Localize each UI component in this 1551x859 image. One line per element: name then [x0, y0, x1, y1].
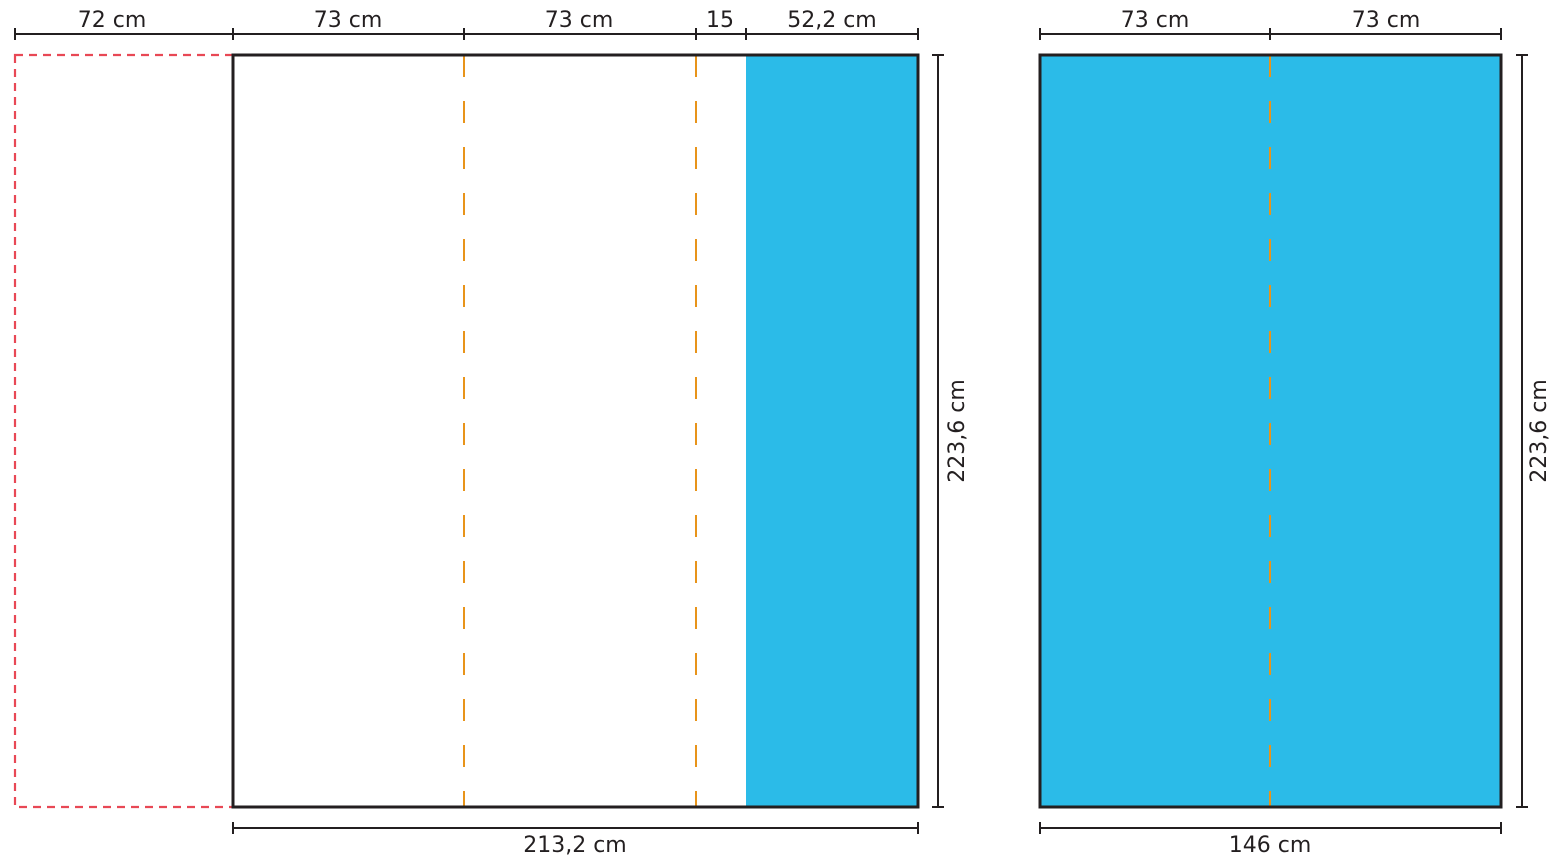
right-panel-frame — [1038, 53, 1503, 809]
dim-label-height-right: 223,6 cm — [1527, 379, 1551, 483]
left-height-dimension: 223,6 cm — [932, 54, 970, 808]
dim-label-73d: 73 cm — [1352, 8, 1421, 33]
dim-label-height-left: 223,6 cm — [945, 379, 970, 483]
left-blue-section — [746, 55, 918, 807]
right-panel: 73 cm 73 cm 146 cm 223,6 cm — [1038, 8, 1551, 858]
dim-label-73c: 73 cm — [1121, 8, 1190, 33]
right-bottom-dimension: 146 cm — [1039, 822, 1502, 858]
ghost-extension-outline — [13, 53, 235, 809]
dim-label-73b: 73 cm — [545, 8, 614, 33]
right-top-dimension: 73 cm 73 cm — [1039, 8, 1502, 40]
right-height-dimension: 223,6 cm — [1516, 54, 1551, 808]
dim-label-52-2: 52,2 cm — [787, 8, 877, 33]
dim-label-15: 15 — [706, 8, 734, 33]
left-panel: 72 cm 73 cm 73 cm 15 52,2 cm 213,2 cm 22… — [13, 8, 970, 858]
dim-label-width-left: 213,2 cm — [523, 833, 627, 858]
left-panel-frame — [231, 53, 920, 809]
dim-label-72: 72 cm — [78, 8, 147, 33]
left-bottom-dimension: 213,2 cm — [232, 822, 919, 858]
dim-label-73a: 73 cm — [314, 8, 383, 33]
dim-label-width-right: 146 cm — [1229, 833, 1312, 858]
left-top-dimension: 72 cm 73 cm 73 cm 15 52,2 cm — [14, 8, 919, 40]
